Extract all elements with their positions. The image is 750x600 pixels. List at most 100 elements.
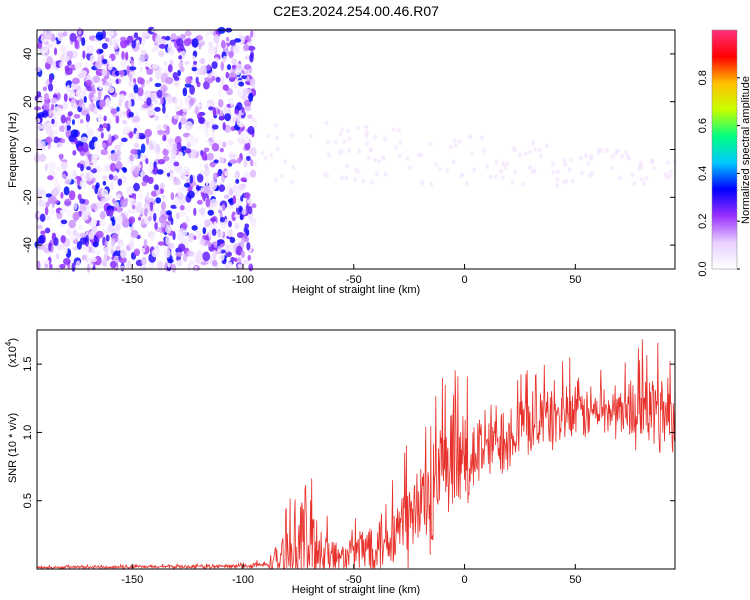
heatmap-cell [72,150,77,156]
heatmap-cell [179,98,183,109]
heatmap-cell [111,238,116,247]
heatmap-cell [104,37,110,42]
heatmap-cell [234,222,240,230]
heatmap-cell [128,111,134,118]
heatmap-cell [166,94,174,103]
heatmap-cell [211,259,218,267]
heatmap-cell [231,64,237,70]
heatmap-cell [157,129,165,136]
heatmap-cell [67,111,73,117]
heatmap-cell [132,116,141,123]
heatmap-cell [43,92,49,101]
heatmap-cell [250,30,254,38]
heatmap-cell [229,39,237,46]
heatmap-cell [219,254,225,261]
heatmap-cell [45,215,52,221]
heatmap-cell [182,112,186,119]
heatmap-cell [203,80,210,90]
heatmap-cell [373,134,378,140]
heatmap-cell [115,161,123,170]
heatmap-cell [347,148,352,154]
heatmap-cell [216,239,225,245]
heatmap-cell [668,169,673,175]
heatmap-cell [64,198,72,207]
heatmap-cell [273,177,278,183]
heatmap-cell [610,154,615,160]
heatmap-cell [234,257,238,263]
heatmap-cell [133,182,140,192]
heatmap-cell [247,114,253,120]
heatmap-cell [207,209,215,216]
heatmap-cell [340,175,345,181]
heatmap-cell [134,166,140,175]
heatmap-cell [220,39,226,49]
heatmap-cell [147,176,154,185]
heatmap-cell [433,161,438,167]
heatmap-cell [146,192,150,202]
heatmap-cell [120,36,127,41]
heatmap-cell [72,229,77,236]
heatmap-cell [94,61,102,69]
heatmap-cell [37,112,46,118]
heatmap-cell [33,106,42,111]
heatmap-cell [149,77,153,82]
heatmap-cell [108,57,112,67]
heatmap-cell [204,132,210,138]
heatmap-cell [130,60,135,67]
heatmap-cell [38,234,45,245]
heatmap-cell [86,166,92,171]
heatmap-cell [668,174,673,180]
heatmap-cell [397,128,402,134]
heatmap-cell [182,253,188,262]
heatmap-cell [74,61,81,70]
heatmap-cell [200,261,208,266]
heatmap-cell [596,149,601,155]
heatmap-cell [85,246,90,252]
heatmap-cell [381,155,386,161]
heatmap-cell [227,229,233,238]
heatmap-cell [398,140,403,146]
heatmap-cell [160,221,166,228]
heatmap-cell [165,144,173,151]
heatmap-cell [184,205,192,212]
heatmap-cell [99,211,106,220]
heatmap-cell [129,239,135,250]
heatmap-cell [207,241,212,247]
heatmap-cell [92,75,101,84]
heatmap-cell [126,185,134,196]
snr-panel: -150 -100 -50 0 50 0.5 1.0 1.5 Height of strai… [4,329,676,596]
heatmap-cell [338,131,343,137]
heatmap-cell [105,234,110,242]
heatmap-cell [79,232,87,238]
heatmap-cell [167,242,175,250]
heatmap-cell [333,140,338,146]
heatmap-cell [160,201,166,211]
heatmap-cell [157,124,162,130]
heatmap-cell [651,165,656,171]
heatmap-cell [342,139,347,145]
heatmap-cell [260,150,265,156]
heatmap-cell [131,40,137,49]
heatmap-cell [632,181,637,187]
heatmap-cell [568,157,573,163]
heatmap-cell [220,61,225,71]
heatmap-cell [90,203,98,210]
heatmap-cell [115,115,120,124]
heatmap-cell [499,168,504,174]
heatmap-cell [274,122,279,128]
heatmap-cell [137,87,144,97]
heatmap-cell [244,136,250,144]
heatmap-cell [185,215,190,224]
heatmap-cell [182,166,191,176]
x-tick-label: 50 [569,274,581,286]
heatmap-cell [544,143,549,149]
colorbar-tick-label: 0.2 [697,214,709,229]
heatmap-cell [86,44,95,54]
y-scale-factor: (x104) [4,338,19,368]
heatmap-cell [185,76,192,84]
heatmap-cell [148,263,154,270]
heatmap-cell [166,159,174,170]
heatmap-cell [42,86,48,92]
heatmap-cell [196,230,201,239]
